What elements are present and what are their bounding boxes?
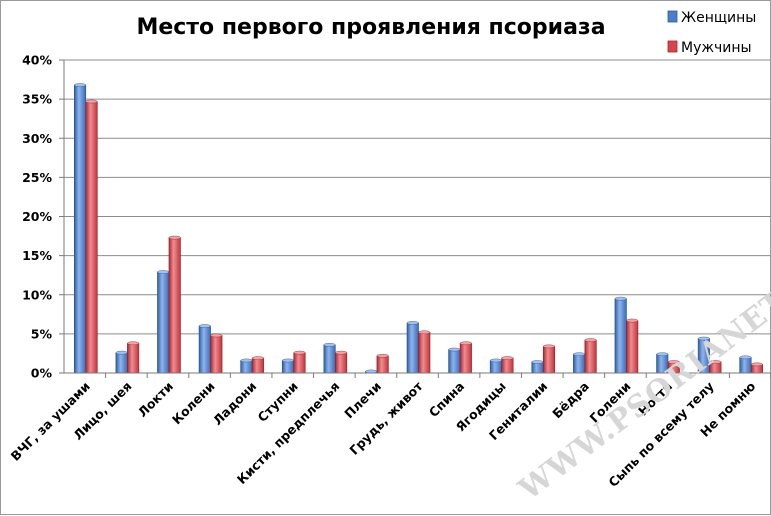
bar-women [614,298,627,374]
bar-cap [584,338,597,342]
bar-cap [459,341,472,346]
axes [59,59,771,378]
bar-cap [74,83,86,87]
bar-men [210,335,223,374]
bar-men [168,237,181,374]
y-tick-label: 15% [22,248,52,263]
bar-men [127,342,140,374]
bar-cap [709,360,722,364]
y-tick-labels: 0% 5% 10% 15% 20% 25% 30% 35% 40% [22,53,52,381]
bar-cap [697,336,710,341]
bar-cap [501,356,514,360]
bar-women [489,360,502,374]
x-tick-label: Спина [426,379,467,420]
bar-men [251,357,264,374]
bar-cap [198,324,211,328]
legend: Женщины Мужчины [667,10,756,56]
legend-label-men: Мужчины [681,40,752,56]
bar-cap [667,360,680,364]
bar-men [335,352,348,374]
bar-men [459,342,472,374]
bar-cap [240,358,253,363]
bar-cap [85,99,98,104]
bar-cap [210,333,223,338]
bar-women [198,325,211,374]
bar-women [406,322,419,374]
bar-cap [626,318,639,323]
bar-cap [614,296,627,301]
x-tick-label: Колени [169,379,218,428]
bar-cap [448,347,461,352]
x-tick-label: Грудь, живот [346,378,426,458]
legend-swatch-men [667,40,678,53]
bar-cap [406,321,419,325]
bar-cap [376,353,389,358]
bar-cap [739,355,752,360]
bar-women [281,360,295,374]
bar-cap [157,270,170,274]
y-tick-label: 30% [22,131,52,146]
x-tick-label: Локти [135,379,176,420]
bar-cap [282,358,294,363]
bar-cap [656,352,669,357]
legend-label-women: Женщины [681,10,756,26]
bar-men [418,332,431,374]
bar-men [376,355,389,374]
bar-women [73,84,87,374]
bar-men [626,320,639,374]
bar-cap [751,362,763,367]
bar-women [115,352,128,374]
bar-cap [293,350,306,355]
bars [73,83,764,374]
bar-cap [168,235,181,240]
x-tick-label: Ладони [210,379,259,428]
bar-men [542,346,556,374]
y-tick-label: 40% [22,53,52,68]
bar-women [157,271,170,374]
bar-cap [489,358,502,363]
bar-women [240,360,253,374]
bar-cap [573,352,586,357]
y-tick-label: 25% [22,170,52,185]
y-tick-label: 20% [22,209,52,224]
bar-cap [531,360,544,364]
bar-cap [115,350,128,355]
y-tick-label: 5% [31,326,53,341]
y-tick-label: 10% [22,287,52,302]
bar-men [501,357,514,374]
bar-women [448,349,461,374]
bar-men [85,101,98,374]
bar-cap [418,330,431,335]
bar-cap [543,344,555,349]
bar-men [584,339,597,374]
y-tick-label: 35% [22,92,52,107]
chart-title: Место первого проявления псориаза [136,15,605,40]
bar-women [573,353,586,374]
bar-men [293,352,306,374]
bar-cap [251,356,264,360]
y-tick-label: 0% [31,366,53,381]
bar-cap [127,341,140,346]
bar-cap [323,343,336,347]
legend-swatch-women [667,10,678,23]
bar-cap [335,350,348,355]
bar-women [323,344,336,374]
gridlines [64,59,771,335]
bar-women [739,357,752,374]
